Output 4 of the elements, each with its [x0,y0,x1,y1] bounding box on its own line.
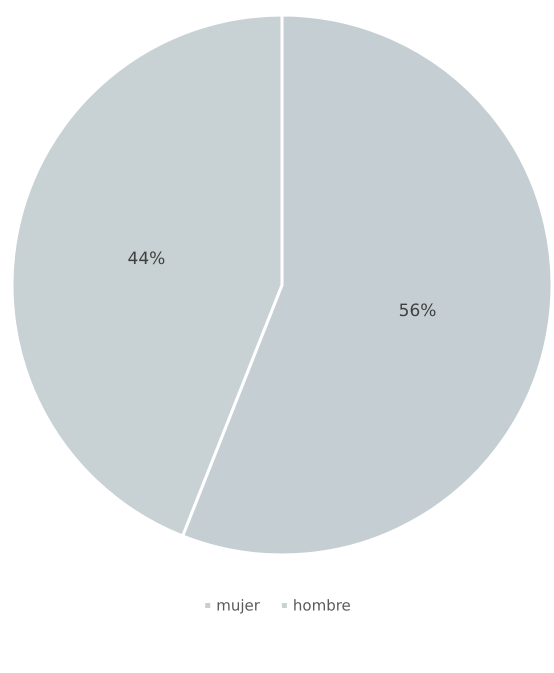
legend-label: hombre [292,596,351,614]
data-label: 56% [398,300,436,321]
legend-label: mujer [216,596,261,614]
data-label: 44% [128,249,166,270]
